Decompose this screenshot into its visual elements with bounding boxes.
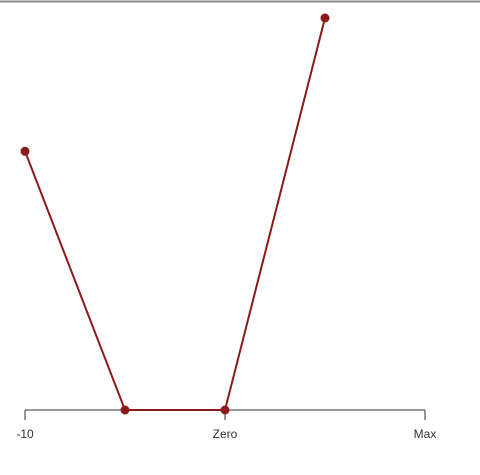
point	[120, 405, 130, 415]
x-tick-label: -10	[16, 427, 34, 441]
line	[24, 17, 326, 411]
point	[20, 146, 30, 156]
point	[220, 405, 230, 415]
point	[320, 13, 330, 23]
x-tick-label: Zero	[213, 427, 238, 441]
x-tick-label: Max	[414, 427, 437, 441]
